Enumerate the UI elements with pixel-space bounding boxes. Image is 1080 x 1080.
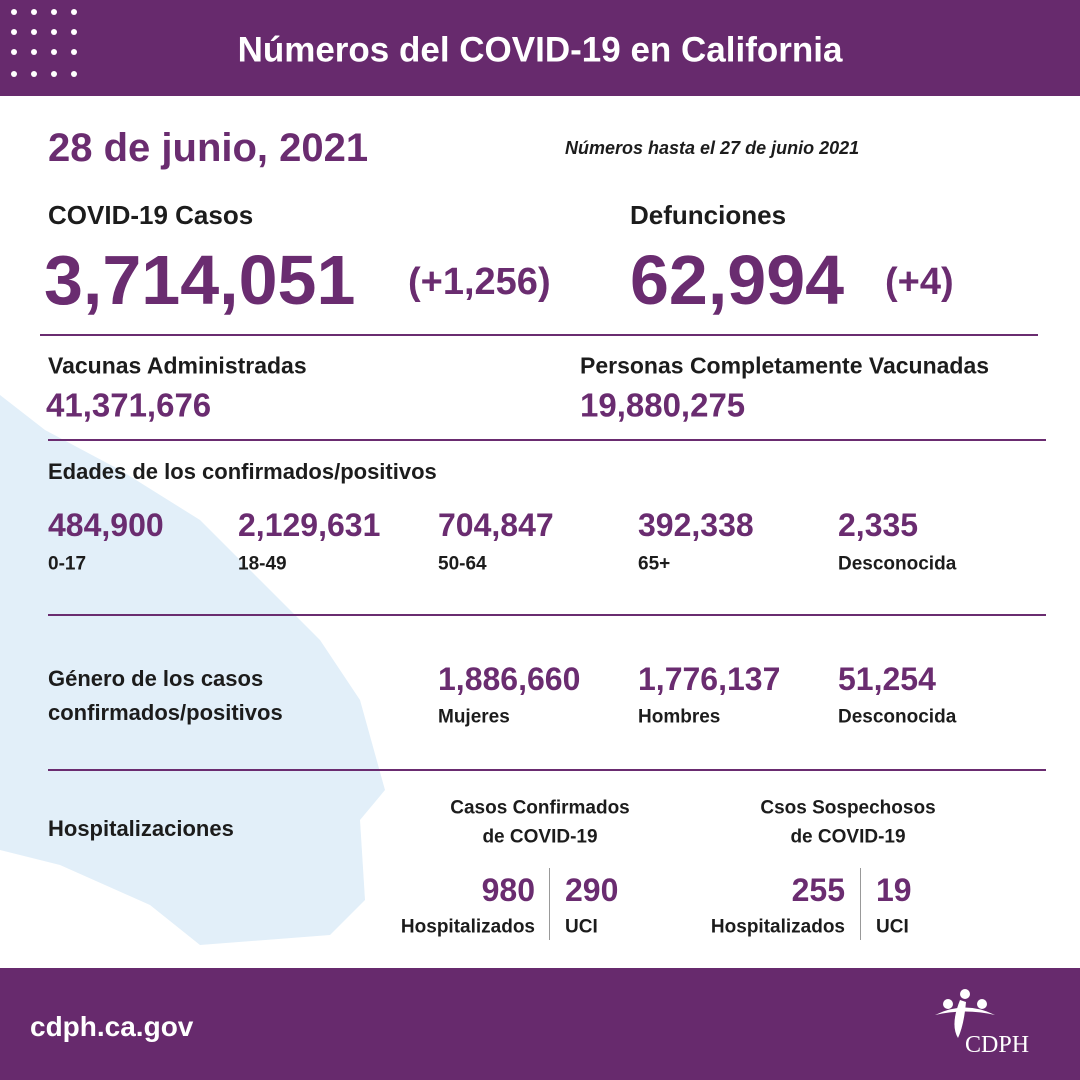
gender-label: Mujeres: [438, 706, 510, 728]
age-value: 2,129,631: [238, 507, 381, 543]
icu-label: UCI: [876, 916, 909, 938]
age-value: 704,847: [438, 507, 554, 543]
decor-dots: [11, 9, 77, 77]
header-bar: [0, 0, 1080, 96]
hosp-value: 980: [481, 872, 535, 908]
divider: [40, 334, 1038, 336]
gender-value: 1,776,137: [638, 661, 781, 697]
age-label: 18-49: [238, 553, 287, 575]
age-value: 484,900: [48, 507, 164, 543]
deaths-label: Defunciones: [630, 200, 787, 230]
hosp-value: 255: [791, 872, 845, 908]
confirmed-title: Casos Confirmados: [450, 797, 630, 819]
california-shape: [0, 395, 385, 945]
cases-change: (+1,256): [408, 261, 551, 303]
icu-label: UCI: [565, 916, 598, 938]
suspected-title: de COVID-19: [790, 826, 906, 848]
icu-value: 19: [876, 872, 912, 908]
gender-title: Género de los casos: [48, 666, 264, 691]
age-label: 0-17: [48, 553, 87, 575]
logo-text: CDPH: [965, 1032, 1030, 1058]
separator: [860, 868, 861, 940]
date: 28 de junio, 2021: [48, 126, 369, 170]
vaccines-value: 41,371,676: [46, 386, 212, 424]
footer-bar: [0, 968, 1080, 1080]
gender-value: 1,886,660: [438, 661, 581, 697]
fully-vaccinated-value: 19,880,275: [580, 386, 746, 424]
divider: [48, 439, 1046, 441]
logo-figure: [935, 989, 995, 1038]
gender-label: Hombres: [638, 706, 721, 728]
hosp-label: Hospitalizados: [710, 916, 845, 938]
fully-vaccinated-label: Personas Completamente Vacunadas: [580, 352, 990, 379]
age-label: 65+: [638, 553, 671, 575]
ages-title: Edades de los confirmados/positivos: [48, 459, 437, 484]
age-value: 2,335: [838, 507, 919, 543]
cases-total: 3,714,051: [44, 241, 356, 319]
deaths-change: (+4): [885, 261, 954, 303]
divider: [48, 769, 1046, 771]
separator: [549, 868, 550, 940]
hosp-title: Hospitalizaciones: [48, 816, 234, 841]
icu-value: 290: [565, 872, 619, 908]
vaccines-label: Vacunas Administradas: [48, 352, 307, 379]
gender-label: Desconocida: [838, 706, 957, 728]
cases-label: COVID-19 Casos: [48, 200, 254, 230]
divider: [48, 614, 1046, 616]
title: Números del COVID-19 en California: [237, 30, 843, 70]
age-label: 50-64: [438, 553, 487, 575]
footer-url: cdph.ca.gov: [30, 1011, 194, 1042]
deaths-total: 62,994: [630, 241, 845, 319]
age-label: Desconocida: [838, 553, 957, 575]
hosp-label: Hospitalizados: [400, 916, 535, 938]
gender-value: 51,254: [838, 661, 936, 697]
age-value: 392,338: [638, 507, 754, 543]
note: Números hasta el 27 de junio 2021: [565, 138, 860, 158]
confirmed-title: de COVID-19: [482, 826, 598, 848]
gender-title: confirmados/positivos: [48, 700, 283, 725]
suspected-title: Csos Sospechosos: [760, 797, 936, 819]
